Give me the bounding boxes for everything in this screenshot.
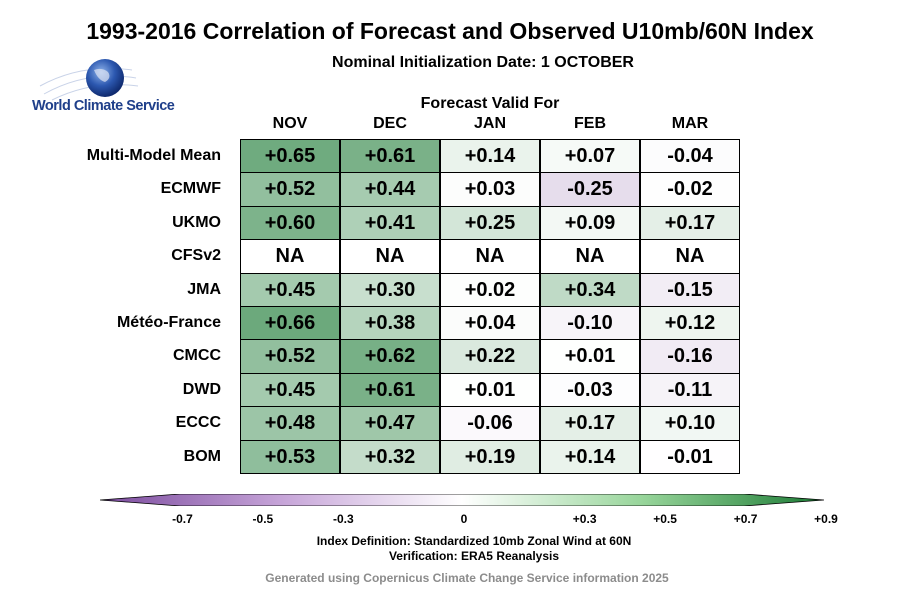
heatmap-cell: +0.09 — [540, 205, 640, 241]
heatmap-cell: +0.17 — [540, 406, 640, 441]
heatmap-cell: +0.17 — [640, 205, 740, 241]
heatmap-cell: NA — [440, 239, 540, 274]
column-header-mar: MAR — [671, 115, 709, 132]
heatmap-cell: -0.11 — [640, 372, 740, 408]
heatmap-cell: +0.53 — [240, 439, 340, 474]
heatmap-cell: -0.03 — [540, 372, 640, 408]
row-header: CMCC — [173, 347, 221, 365]
column-header-dec: DEC — [373, 115, 407, 132]
heatmap-cell: -0.10 — [540, 306, 640, 341]
colorbar — [100, 494, 824, 506]
heatmap-cell: +0.45 — [240, 272, 340, 307]
verification-note: Verification: ERA5 Reanalysis — [388, 549, 560, 563]
row-header: Météo-France — [116, 314, 221, 331]
heatmap-cell: NA — [540, 239, 640, 274]
globe-icon — [39, 59, 139, 101]
heatmap-cell: +0.38 — [340, 306, 440, 341]
colorbar-tick-label: -0.3 — [332, 512, 354, 526]
chart-subtitle: Nominal Initialization Date: 1 OCTOBER — [332, 54, 634, 71]
heatmap-cell: -0.16 — [640, 339, 740, 374]
heatmap-cell: +0.03 — [440, 172, 540, 207]
row-header: ECCC — [175, 414, 221, 432]
index-definition: Index Definition: Standardized 10mb Zona… — [316, 534, 632, 548]
row-header: JMA — [187, 280, 221, 298]
heatmap-cell: +0.48 — [240, 406, 340, 441]
heatmap-cell: -0.25 — [540, 172, 640, 207]
heatmap-cell: +0.34 — [540, 272, 640, 307]
row-header: Multi-Model Mean — [86, 147, 221, 164]
heatmap-cell: +0.01 — [540, 339, 640, 374]
heatmap-cell: +0.19 — [440, 439, 540, 474]
heatmap-cell: +0.47 — [340, 406, 440, 441]
colorbar-tick-label: -0.5 — [252, 512, 274, 526]
colorbar-tick-label: -0.7 — [172, 512, 193, 526]
heatmap-cell: +0.14 — [540, 439, 640, 474]
row-header: ECMWF — [160, 180, 221, 198]
heatmap-cell: +0.32 — [340, 439, 440, 474]
colorbar-tick-label: +0.7 — [733, 512, 758, 526]
heatmap-cell: +0.22 — [440, 339, 540, 374]
heatmap-cell: +0.61 — [340, 139, 440, 174]
heatmap-cell: +0.65 — [240, 139, 340, 174]
credit-line: Generated using Copernicus Climate Chang… — [265, 571, 669, 585]
heatmap-cell: -0.15 — [640, 272, 740, 307]
row-header: DWD — [182, 380, 221, 398]
heatmap-cell: +0.62 — [340, 339, 440, 374]
heatmap-cell: +0.44 — [340, 172, 440, 207]
heatmap-cell: +0.02 — [440, 272, 540, 307]
heatmap-cell: +0.30 — [340, 272, 440, 307]
heatmap-cell: +0.66 — [240, 306, 340, 341]
heatmap-cell: NA — [640, 239, 740, 274]
grid-title: Forecast Valid For — [420, 95, 560, 112]
heatmap-cell: -0.04 — [640, 139, 740, 174]
column-header-nov: NOV — [272, 115, 308, 132]
colorbar-tick-label: +0.3 — [572, 512, 597, 526]
row-header: UKMO — [172, 213, 221, 231]
heatmap-cell: -0.06 — [440, 406, 540, 441]
logo-text: World Climate Service — [32, 98, 175, 114]
colorbar-tick-label: 0 — [460, 512, 468, 526]
heatmap-cell: NA — [340, 239, 440, 274]
heatmap-cell: +0.14 — [440, 139, 540, 174]
column-header-feb: FEB — [574, 115, 606, 132]
heatmap-cell: +0.52 — [240, 339, 340, 374]
heatmap-cell: +0.01 — [440, 372, 540, 408]
heatmap-cell: NA — [240, 239, 340, 274]
row-header: CFSv2 — [171, 247, 221, 265]
heatmap-cell: +0.12 — [640, 306, 740, 341]
heatmap-cell: +0.45 — [240, 372, 340, 408]
heatmap-cell: +0.10 — [640, 406, 740, 441]
world-climate-service-logo: World Climate Service — [32, 58, 182, 118]
heatmap-cell: +0.52 — [240, 172, 340, 207]
heatmap-cell: +0.61 — [340, 372, 440, 408]
heatmap-cell: +0.25 — [440, 205, 540, 241]
heatmap-cell: +0.41 — [340, 205, 440, 241]
colorbar-tick-label: +0.9 — [814, 512, 838, 526]
column-header-jan: JAN — [473, 115, 506, 132]
chart-title: 1993-2016 Correlation of Forecast and Ob… — [86, 18, 814, 44]
heatmap-cell: -0.01 — [640, 439, 740, 474]
heatmap-cell: +0.04 — [440, 306, 540, 341]
heatmap-cell: -0.02 — [640, 172, 740, 207]
heatmap-cell: +0.07 — [540, 139, 640, 174]
heatmap-cell: +0.60 — [240, 205, 340, 241]
colorbar-tick-label: +0.5 — [653, 512, 677, 526]
row-header: BOM — [183, 447, 221, 465]
